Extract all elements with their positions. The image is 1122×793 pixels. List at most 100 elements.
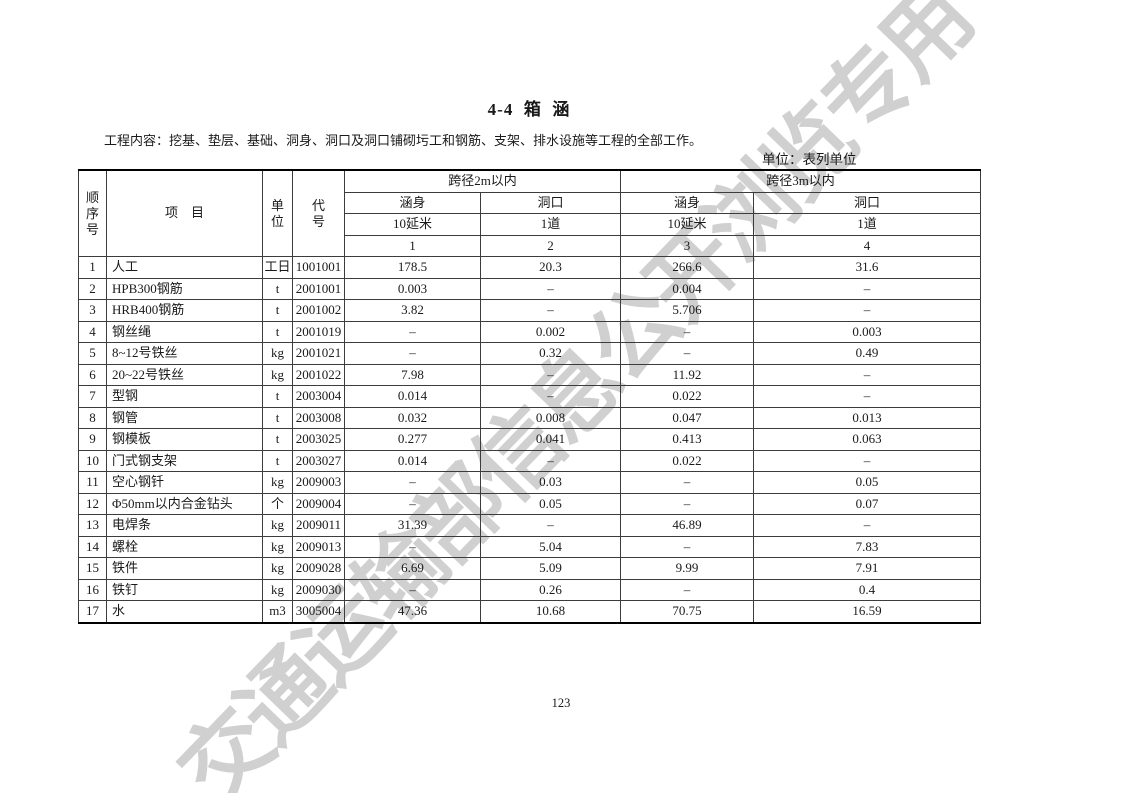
header-colnum-1: 1 — [344, 234, 481, 257]
cell-code: 2009003 — [292, 471, 345, 494]
table-row: 8 钢管 t 2003008 0.032 0.008 0.047 0.013 — [78, 406, 981, 429]
cell-value-2m-portal: 0.05 — [480, 492, 621, 515]
cell-unit: t — [262, 320, 293, 343]
cell-code: 2001022 — [292, 363, 345, 386]
header-body-2m: 涵身 — [344, 191, 481, 214]
cell-code: 2003025 — [292, 428, 345, 451]
header-qty-body-3m: 10延米 — [620, 213, 754, 236]
cell-value-2m-body: 0.014 — [344, 385, 481, 408]
cell-value-3m-portal: – — [753, 514, 981, 537]
cell-value-2m-body: – — [344, 320, 481, 343]
cell-unit: kg — [262, 363, 293, 386]
cell-seq: 17 — [78, 600, 107, 623]
header-code: 代号 — [292, 169, 345, 257]
table-row: 16 铁钉 kg 2009030–0.26–0.4 — [78, 578, 981, 601]
header-qty-portal-3m: 1道 — [753, 213, 981, 236]
header-group-span2m: 跨径2m以内 — [344, 169, 621, 193]
cell-value-2m-body: – — [344, 578, 481, 601]
header-code-label: 代号 — [311, 197, 325, 229]
cell-value-2m-portal: – — [480, 277, 621, 300]
cell-value-2m-portal: – — [480, 449, 621, 472]
table-row: 3 HRB400钢筋 t 2001002 3.82–5.706– — [78, 299, 981, 322]
cell-unit: kg — [262, 535, 293, 558]
cell-value-3m-body: – — [620, 578, 754, 601]
cell-code: 2009028 — [292, 557, 345, 580]
cell-value-2m-portal: 0.008 — [480, 406, 621, 429]
cell-value-2m-portal: 5.09 — [480, 557, 621, 580]
table-row: 14 螺栓 kg 2009013–5.04–7.83 — [78, 535, 981, 558]
cell-value-3m-body: 0.022 — [620, 385, 754, 408]
cell-code: 2003008 — [292, 406, 345, 429]
table-row: 9 钢模板 t 2003025 0.277 0.041 0.413 0.063 — [78, 428, 981, 451]
cell-item: 水 — [106, 600, 263, 623]
cell-seq: 3 — [78, 299, 107, 322]
cell-value-2m-body: 0.277 — [344, 428, 481, 451]
cell-unit: kg — [262, 342, 293, 365]
cell-code: 2009013 — [292, 535, 345, 558]
cell-value-3m-portal: 0.05 — [753, 471, 981, 494]
cell-value-2m-body: – — [344, 492, 481, 515]
cell-value-3m-body: 5.706 — [620, 299, 754, 322]
cell-seq: 10 — [78, 449, 107, 472]
cell-value-3m-body: 11.92 — [620, 363, 754, 386]
cell-value-3m-portal: 7.83 — [753, 535, 981, 558]
cell-seq: 7 — [78, 385, 107, 408]
cell-value-2m-portal: 10.68 — [480, 600, 621, 623]
cell-value-2m-body: 6.69 — [344, 557, 481, 580]
cell-unit: kg — [262, 578, 293, 601]
table-row: 7 型钢 t 2003004 0.014–0.022– — [78, 385, 981, 408]
cell-seq: 6 — [78, 363, 107, 386]
table-row: 10 门式钢支架 t 2003027 0.014–0.022– — [78, 449, 981, 472]
cell-item: 空心钢钎 — [106, 471, 263, 494]
header-seq-label: 顺序号 — [85, 189, 99, 237]
work-content-note: 工程内容：挖基、垫层、基础、洞身、洞口及洞口铺砌圬工和钢筋、支架、排水设施等工程… — [104, 133, 703, 148]
header-portal-2m: 洞口 — [480, 191, 621, 214]
cell-unit: t — [262, 299, 293, 322]
cell-code: 2009004 — [292, 492, 345, 515]
cell-value-3m-body: – — [620, 342, 754, 365]
table-row: 2 HPB300钢筋 t 2001001 0.003–0.004– — [78, 277, 981, 300]
table-row: 17 水 m3 3005004 47.36 10.68 70.75 16.59 — [78, 600, 981, 623]
cell-value-2m-portal: 5.04 — [480, 535, 621, 558]
table-row: 6 20~22号铁丝 kg 2001022 7.98–11.92– — [78, 363, 981, 386]
cell-value-2m-portal: – — [480, 514, 621, 537]
cell-code: 1001001 — [292, 256, 345, 279]
header-row-groups: 顺序号 项 目 单位 代号 跨径2m以内 跨径3m以内 — [78, 169, 981, 257]
cell-code: 2009011 — [292, 514, 345, 537]
header-colnum-3: 3 — [620, 234, 754, 257]
cell-value-2m-portal: 0.03 — [480, 471, 621, 494]
cell-value-3m-body: 0.413 — [620, 428, 754, 451]
cell-seq: 9 — [78, 428, 107, 451]
cell-value-2m-body: 47.36 — [344, 600, 481, 623]
cell-value-3m-body: 0.022 — [620, 449, 754, 472]
unit-note: 单位：表列单位 — [762, 152, 857, 167]
cell-value-2m-body: 3.82 — [344, 299, 481, 322]
cell-value-2m-body: 31.39 — [344, 514, 481, 537]
cell-seq: 1 — [78, 256, 107, 279]
cell-value-3m-portal: 31.6 — [753, 256, 981, 279]
cell-value-3m-portal: 0.07 — [753, 492, 981, 515]
cell-value-2m-portal: 20.3 — [480, 256, 621, 279]
cell-unit: kg — [262, 471, 293, 494]
cell-value-3m-body: – — [620, 492, 754, 515]
cell-value-3m-portal: – — [753, 363, 981, 386]
cell-unit: t — [262, 428, 293, 451]
table-row: 1 人工 工日 1001001 178.5 20.3 266.6 31.6 — [78, 256, 981, 279]
cell-value-3m-portal: – — [753, 277, 981, 300]
header-colnum-4: 4 — [753, 234, 981, 257]
table-body: 1 人工 工日 1001001 178.5 20.3 266.6 31.6 2 HPB300钢筋 t… — [78, 256, 981, 623]
cell-item: 钢管 — [106, 406, 263, 429]
header-seq: 顺序号 — [78, 169, 107, 257]
cell-value-2m-portal: – — [480, 385, 621, 408]
cell-value-3m-portal: 0.003 — [753, 320, 981, 343]
cell-value-2m-body: – — [344, 471, 481, 494]
page-number: 123 — [551, 696, 571, 710]
cell-item: 铁钉 — [106, 578, 263, 601]
header-qty-portal-2m: 1道 — [480, 213, 621, 236]
quota-table: 顺序号 项 目 单位 代号 跨径2m以内 跨径3m以内 涵身 洞口 涵身 洞口 … — [78, 169, 981, 624]
cell-item: HRB400钢筋 — [106, 299, 263, 322]
header-colnum-2: 2 — [480, 234, 621, 257]
cell-item: 螺栓 — [106, 535, 263, 558]
cell-value-3m-body: 9.99 — [620, 557, 754, 580]
